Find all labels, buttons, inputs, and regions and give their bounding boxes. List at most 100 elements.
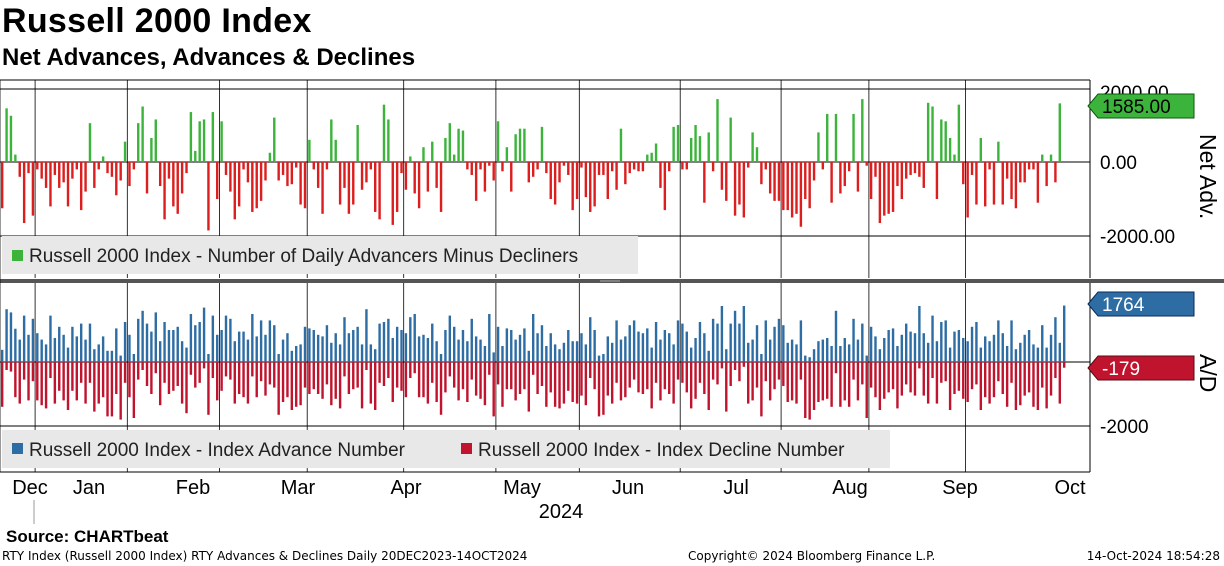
advance-bar <box>812 349 816 362</box>
net-advance-bar <box>194 150 197 162</box>
advance-bar <box>558 349 561 362</box>
decline-bar <box>826 362 829 399</box>
advance-bar <box>1032 344 1035 362</box>
advance-bar <box>150 331 153 362</box>
advance-bar <box>703 333 706 362</box>
net-advance-bar <box>128 162 131 187</box>
advance-bar <box>115 328 118 362</box>
advance-bar <box>584 344 588 362</box>
advance-bar <box>369 344 373 362</box>
net-advance-bar <box>93 162 96 188</box>
decline-bar <box>1058 362 1062 404</box>
decline-bar <box>944 362 947 382</box>
top-ytick-neg2000: -2000.00 <box>1100 227 1175 248</box>
decline-bar <box>940 362 943 383</box>
decline-bar <box>589 362 592 378</box>
net-advance-bar <box>913 162 917 174</box>
bottom-legend-box <box>2 430 890 468</box>
decline-bar <box>277 362 280 415</box>
decline-bar <box>470 362 473 380</box>
net-advance-bar <box>492 162 495 181</box>
decline-bar <box>457 362 460 401</box>
bottom-ytick-neg2000: -2000 <box>1100 417 1149 438</box>
decline-bar <box>268 362 272 385</box>
decline-bar <box>984 362 987 398</box>
decline-bar <box>66 362 70 410</box>
net-advance-bar <box>768 162 772 194</box>
net-advance-bar <box>725 162 728 201</box>
decline-bar <box>53 362 57 404</box>
net-advance-bar <box>242 162 245 170</box>
advance-bar <box>347 333 351 362</box>
advance-bar <box>676 320 680 362</box>
decline-bar <box>101 362 105 398</box>
decline-bar <box>685 362 688 393</box>
net-advance-bar <box>689 137 693 162</box>
net-advance-bar <box>312 162 315 170</box>
decline-bar <box>453 362 456 388</box>
net-advance-bar <box>624 162 627 185</box>
net-advance-bar <box>760 162 763 185</box>
advance-bar <box>817 341 820 362</box>
net-advance-bar <box>400 162 403 174</box>
decline-bar <box>84 362 87 404</box>
advance-bar <box>773 326 776 362</box>
advance-bar <box>830 346 833 362</box>
advance-bar <box>277 354 280 362</box>
net-advance-bar <box>878 162 882 224</box>
advance-bar <box>843 338 846 362</box>
net-advance-bar <box>470 162 473 175</box>
advance-bar <box>1023 334 1026 362</box>
advance-bar <box>264 334 267 362</box>
advance-bar <box>466 341 469 362</box>
advance-bar <box>137 318 140 362</box>
advance-bar <box>360 344 364 362</box>
advance-bar <box>681 323 684 362</box>
bottom-ylabel: A/D <box>1195 354 1221 392</box>
net-advance-bar <box>352 162 355 205</box>
decline-bar <box>426 362 430 404</box>
advance-bar <box>536 333 539 362</box>
advance-bar <box>804 355 807 362</box>
net-advance-bar <box>387 119 390 162</box>
advance-bar <box>202 307 206 362</box>
decline-bar <box>852 362 855 380</box>
decline-bar <box>1054 362 1057 378</box>
net-advance-bar <box>229 162 232 192</box>
net-advance-bar <box>795 162 798 214</box>
decline-bar <box>953 362 956 394</box>
decline-bar <box>672 362 675 404</box>
advance-bar <box>53 338 57 362</box>
decline-bar <box>681 362 684 383</box>
decline-bar <box>1032 362 1035 407</box>
advance-bar <box>413 314 416 362</box>
advance-bar <box>646 328 649 362</box>
advance-bar <box>1019 342 1022 362</box>
net-advance-bar <box>316 162 320 188</box>
net-advance-bar <box>66 162 70 207</box>
net-advance-bar <box>826 113 829 162</box>
advance-bar <box>720 306 724 362</box>
net-advance-bar <box>966 162 969 218</box>
advance-bar <box>461 330 465 362</box>
advance-bar <box>979 347 983 362</box>
decline-bar <box>948 362 952 410</box>
net-advance-bar <box>597 162 601 175</box>
advance-bar <box>426 338 430 362</box>
decline-bar <box>356 362 359 388</box>
chart-subtitle: Net Advances, Advances & Declines <box>2 44 416 71</box>
decline-bar <box>707 362 710 410</box>
x-tick-label: May <box>503 477 541 499</box>
decline-bar <box>79 362 83 383</box>
decline-bar <box>1005 362 1009 407</box>
advance-bar <box>742 306 746 362</box>
x-year-label: 2024 <box>539 501 584 523</box>
advance-bar <box>14 328 17 362</box>
advance-bar <box>540 325 544 362</box>
net-advance-bar <box>488 162 491 166</box>
advance-bar <box>1027 330 1031 362</box>
advance-bar <box>689 347 693 362</box>
decline-bar <box>413 362 416 374</box>
net-advance-bar <box>356 125 359 162</box>
decline-bar <box>22 362 26 380</box>
